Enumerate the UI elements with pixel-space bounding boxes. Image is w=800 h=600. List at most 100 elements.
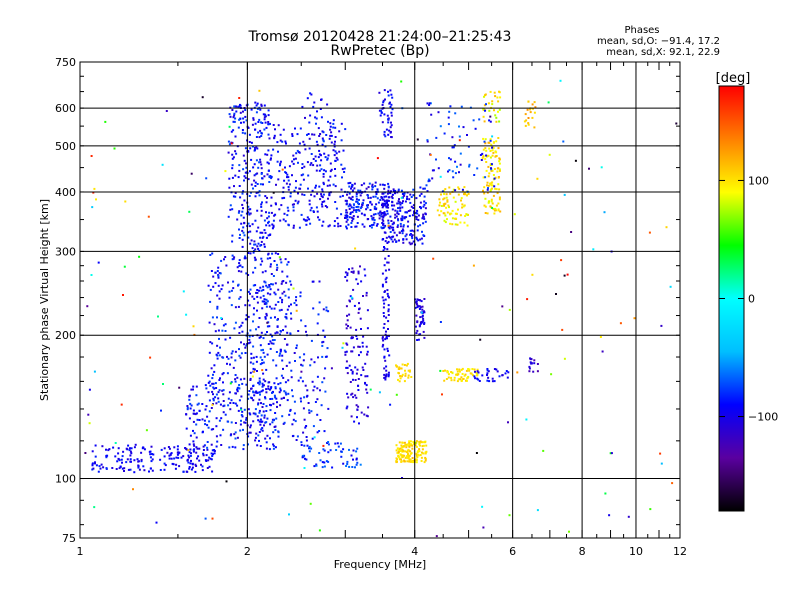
data-point xyxy=(478,118,481,121)
data-point xyxy=(235,152,238,155)
data-point xyxy=(205,387,208,390)
data-point xyxy=(446,371,449,373)
data-point xyxy=(344,351,347,354)
data-point xyxy=(468,163,471,166)
data-point xyxy=(485,149,488,152)
data-point xyxy=(315,122,317,125)
data-point xyxy=(186,406,189,409)
data-point xyxy=(231,350,234,353)
data-point xyxy=(483,140,486,143)
data-point xyxy=(250,387,252,390)
data-point xyxy=(253,256,256,259)
data-point xyxy=(312,164,315,167)
data-point xyxy=(305,458,308,461)
data-point xyxy=(361,341,364,344)
data-point xyxy=(409,458,412,461)
data-point xyxy=(95,464,98,467)
data-point xyxy=(349,326,352,329)
data-point xyxy=(308,137,311,140)
data-point xyxy=(351,219,354,222)
data-point xyxy=(228,290,231,293)
data-point xyxy=(333,143,336,146)
data-point xyxy=(228,177,231,180)
data-point xyxy=(396,226,399,228)
x-tick-label: 12 xyxy=(673,545,687,558)
data-point xyxy=(324,156,327,159)
data-point xyxy=(206,415,209,418)
data-point xyxy=(424,212,427,215)
data-point xyxy=(369,196,372,199)
data-point xyxy=(227,140,230,143)
data-point xyxy=(245,418,248,421)
data-point xyxy=(419,321,422,324)
data-point xyxy=(352,217,355,220)
data-point xyxy=(334,136,337,138)
data-point xyxy=(176,453,179,456)
data-point xyxy=(188,394,191,397)
data-point xyxy=(94,444,97,447)
data-point xyxy=(249,413,252,416)
data-point xyxy=(383,247,386,250)
data-point xyxy=(381,272,384,275)
data-point xyxy=(236,436,239,439)
data-point xyxy=(397,218,399,221)
data-point xyxy=(259,129,262,132)
data-point xyxy=(401,450,404,453)
data-point xyxy=(443,197,446,200)
data-point xyxy=(207,459,210,462)
data-point xyxy=(247,393,250,396)
data-point xyxy=(371,188,374,191)
data-point xyxy=(185,413,188,416)
data-point xyxy=(445,206,448,209)
data-point xyxy=(386,261,389,264)
data-point xyxy=(366,309,369,312)
data-point xyxy=(383,200,386,203)
data-point xyxy=(435,535,438,538)
data-point xyxy=(437,167,440,170)
data-point xyxy=(249,377,252,380)
data-point xyxy=(279,133,282,136)
data-point xyxy=(303,467,306,469)
data-point xyxy=(265,284,268,287)
data-point xyxy=(149,456,152,459)
data-point xyxy=(532,107,534,110)
data-point xyxy=(133,459,136,462)
data-point xyxy=(420,237,423,240)
data-point xyxy=(283,212,286,215)
data-point xyxy=(231,258,234,261)
data-point xyxy=(360,280,363,283)
data-point xyxy=(218,354,221,357)
data-point xyxy=(560,259,563,262)
data-point xyxy=(486,374,488,376)
data-point xyxy=(218,419,221,422)
data-point xyxy=(334,174,337,177)
data-point xyxy=(258,398,261,401)
data-point xyxy=(422,330,425,333)
data-point xyxy=(271,397,274,400)
data-point xyxy=(390,195,393,198)
data-point xyxy=(354,225,357,228)
data-point xyxy=(256,147,259,150)
data-point xyxy=(322,131,325,134)
data-point xyxy=(252,117,255,120)
data-point xyxy=(327,179,330,182)
data-point xyxy=(323,377,326,380)
data-point xyxy=(395,365,398,368)
data-point xyxy=(394,213,397,216)
data-point xyxy=(91,450,94,453)
data-point xyxy=(231,167,234,170)
data-point xyxy=(186,408,189,411)
data-point xyxy=(360,411,363,414)
data-point xyxy=(371,186,374,189)
data-point xyxy=(329,134,332,137)
data-point xyxy=(415,440,418,443)
data-point xyxy=(346,405,349,408)
data-point xyxy=(406,449,409,452)
data-point xyxy=(384,257,387,260)
data-point xyxy=(355,193,358,195)
data-point xyxy=(286,263,289,266)
data-point xyxy=(272,419,275,422)
data-point xyxy=(293,400,296,403)
data-point xyxy=(238,297,241,300)
